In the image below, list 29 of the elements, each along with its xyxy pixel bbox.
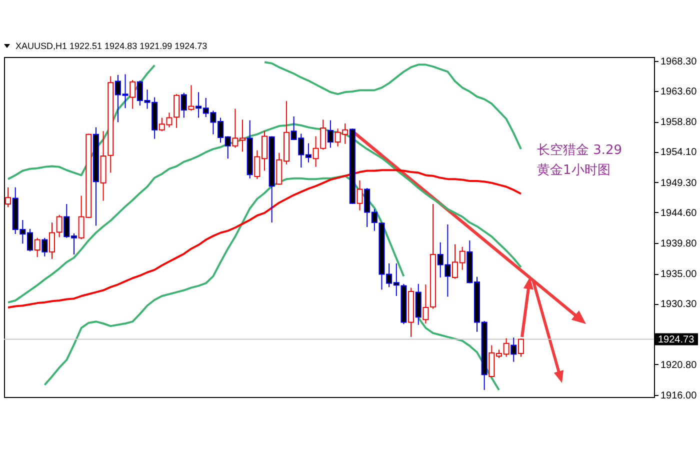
line-series [7, 123, 522, 304]
y-tick-label: 1949.30 [660, 178, 698, 189]
line-series [7, 169, 522, 309]
y-tick-label: 1939.80 [660, 238, 698, 250]
y-tick-label: 1920.80 [660, 360, 698, 371]
candlestick [180, 92, 187, 118]
candlestick [130, 80, 136, 110]
candlestick [327, 120, 334, 148]
ref-line-label: 1924.73 [658, 334, 695, 346]
text: 长空猎金 3.29 [537, 143, 622, 158]
y-tick-label: 1954.10 [660, 147, 698, 158]
y-tick-label: 1935.00 [660, 269, 698, 280]
candlestick [518, 338, 524, 358]
y-tick-label: 1916.00 [660, 390, 698, 402]
y-tick-label: 1963.60 [660, 86, 698, 98]
y-tick-label: 1930.30 [660, 299, 698, 310]
candlestick [34, 237, 40, 258]
y-tick-label: 1958.80 [660, 117, 698, 128]
candlestick [42, 237, 48, 257]
y-tick-label: 1944.60 [660, 208, 698, 219]
candlestick [356, 180, 363, 211]
candlestick [510, 337, 517, 362]
candlestick [56, 214, 62, 238]
chart-title: XAUUSD,H1 1922.51 1924.83 1921.99 1924.73 [16, 40, 208, 51]
y-tick-label: 1968.30 [660, 56, 698, 68]
candlestick [188, 84, 194, 112]
candlestick [48, 222, 55, 260]
text: 黄金1小时图 [537, 163, 610, 178]
candlestick [5, 186, 12, 208]
